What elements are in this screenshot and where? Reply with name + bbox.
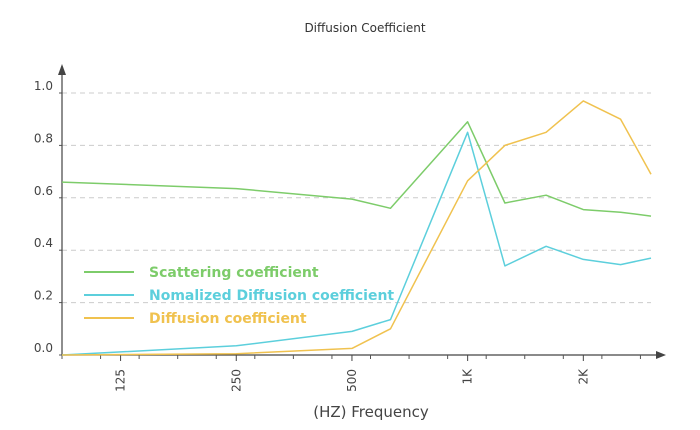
legend: Scattering coefficient Nomalized Diffusio… bbox=[84, 265, 394, 327]
x-tick-label: 500 bbox=[345, 369, 359, 392]
x-tick-label: 250 bbox=[229, 369, 243, 392]
y-tick-label: 0.0 bbox=[34, 341, 53, 355]
y-axis-arrow bbox=[58, 64, 66, 75]
series-line-3 bbox=[61, 100, 652, 356]
x-tick-label: 2K bbox=[576, 368, 590, 385]
x-tick-labels: 125 250 500 1K 2K bbox=[114, 368, 591, 392]
y-tick-label: 1.0 bbox=[34, 79, 53, 93]
y-tick-labels: 0.0 0.2 0.4 0.6 0.8 1.0 bbox=[34, 79, 53, 355]
y-tick-label: 0.8 bbox=[34, 131, 53, 145]
legend-label: Nomalized Diffusion coefficient bbox=[149, 288, 394, 304]
x-tick-label: 1K bbox=[461, 368, 475, 385]
y-tick-label: 0.6 bbox=[34, 184, 53, 198]
series-lines bbox=[61, 100, 652, 356]
x-axis-arrow bbox=[656, 351, 666, 359]
chart-title: Diffusion Coefficient bbox=[304, 21, 425, 35]
y-tick-label: 0.4 bbox=[34, 236, 53, 250]
series-line-1 bbox=[61, 121, 652, 217]
y-tick-label: 0.2 bbox=[34, 289, 53, 303]
x-tick-label: 125 bbox=[114, 369, 128, 392]
legend-label: Diffusion coefficient bbox=[149, 311, 307, 327]
x-axis-label: (HZ) Frequency bbox=[313, 403, 429, 421]
series-line-2 bbox=[61, 131, 652, 356]
legend-label: Scattering coefficient bbox=[149, 265, 319, 281]
